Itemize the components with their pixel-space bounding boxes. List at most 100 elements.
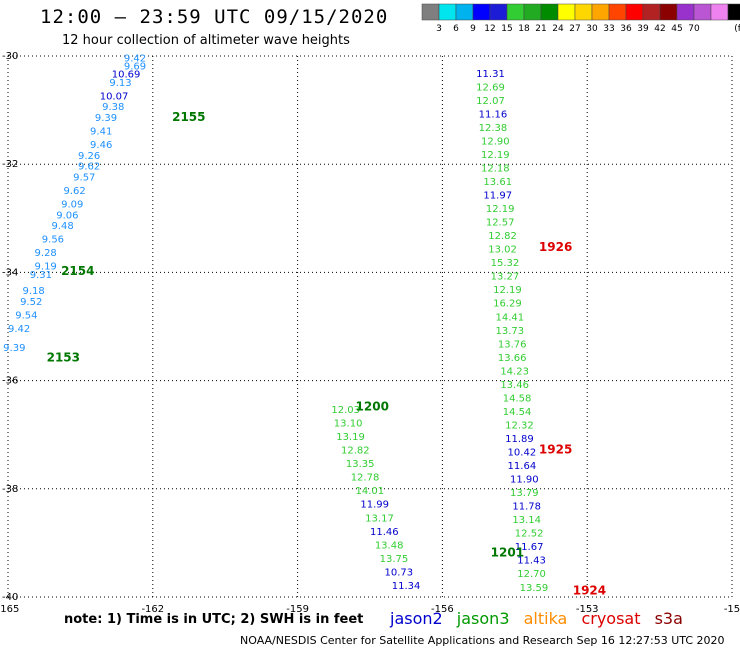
wave-height-label: 11.89	[505, 434, 534, 445]
scale-swatch	[659, 3, 678, 21]
wave-height-label: 9.46	[90, 140, 112, 151]
wave-height-label: 14.01	[356, 486, 385, 497]
scale-label: 45	[671, 24, 682, 34]
y-tick-label: -34	[2, 267, 18, 278]
wave-height-label: 11.43	[517, 556, 546, 567]
pass-time-label: 1926	[539, 240, 572, 254]
wave-height-label: 13.19	[336, 432, 365, 443]
wave-height-label: 12.03	[331, 405, 360, 416]
scale-label: 24	[552, 24, 564, 34]
x-tick-label: -162	[141, 604, 164, 615]
scale-swatch	[472, 3, 491, 21]
wave-height-label: 14.58	[503, 393, 532, 404]
chart-title: 12:00 – 23:59 UTC 09/15/2020	[40, 6, 389, 28]
wave-height-label: 9.62	[78, 162, 100, 173]
wave-height-label: 9.09	[61, 199, 83, 210]
wave-height-label: 14.54	[503, 407, 532, 418]
scale-swatch	[625, 3, 644, 21]
wave-height-label: 11.67	[515, 542, 544, 553]
y-tick-label: -36	[2, 376, 18, 387]
wave-height-label: 9.18	[22, 286, 44, 297]
wave-height-label: 11.97	[483, 191, 512, 202]
wave-height-label: 12.07	[476, 96, 505, 107]
wave-height-label: 9.31	[30, 270, 52, 281]
pass-time-label: 1924	[573, 583, 606, 597]
mission-jason3: jason3	[456, 609, 510, 628]
scale-label: 36	[620, 24, 632, 34]
wave-height-label: 11.99	[360, 500, 389, 511]
pass-time-label: 2153	[47, 351, 80, 365]
scale-label: 39	[637, 24, 649, 34]
wave-height-label: 10.73	[384, 567, 413, 578]
scale-swatch	[506, 3, 525, 21]
scale-swatch	[523, 3, 542, 21]
wave-height-label: 9.48	[51, 221, 73, 232]
chart-subtitle: 12 hour collection of altimeter wave hei…	[62, 33, 350, 48]
wave-height-label: 13.14	[512, 515, 541, 526]
x-tick-label: -165	[0, 604, 19, 615]
wave-height-label: 12.38	[479, 123, 508, 134]
x-tick-label: -159	[286, 604, 309, 615]
wave-height-label: 11.16	[479, 109, 508, 120]
credit-text: NOAA/NESDIS Center for Satellite Applica…	[240, 634, 725, 647]
scale-swatch	[727, 3, 740, 21]
wave-height-label: 9.38	[102, 102, 124, 113]
wave-height-label: 10.69	[112, 70, 141, 81]
wave-height-label: 9.06	[56, 210, 78, 221]
scale-label: 33	[603, 24, 614, 34]
wave-height-label: 14.23	[500, 366, 529, 377]
wave-height-label: 12.57	[486, 218, 515, 229]
x-tick-label: -153	[576, 604, 599, 615]
wave-height-label: 13.17	[365, 513, 394, 524]
y-tick-label: -38	[2, 484, 18, 495]
wave-height-label: 11.78	[512, 502, 541, 513]
mission-jason2: jason2	[390, 609, 443, 628]
wave-height-label: 12.90	[481, 136, 510, 147]
wave-height-label: 15.32	[491, 258, 520, 269]
scale-swatch	[676, 3, 695, 21]
scale-swatch	[489, 3, 508, 21]
scale-label: 18	[518, 24, 530, 34]
x-tick-label: -15	[724, 604, 740, 615]
wave-height-label: 9.57	[73, 172, 95, 183]
scale-unit: (ft)	[734, 24, 740, 34]
wave-height-label: 14.41	[495, 312, 524, 323]
wave-height-label: 9.28	[35, 248, 57, 259]
wave-height-label: 12.78	[351, 473, 380, 484]
wave-height-label: 12.19	[486, 204, 515, 215]
pass-time-label: 1201	[491, 545, 524, 559]
wave-height-label: 12.32	[505, 420, 534, 431]
pass-time-label: 1200	[356, 399, 389, 413]
wave-height-label: 12.70	[517, 569, 546, 580]
wave-height-label: 9.41	[90, 126, 112, 137]
wave-height-label: 9.52	[20, 297, 42, 308]
wave-height-label: 9.62	[64, 186, 86, 197]
wave-height-label: 12.82	[341, 446, 370, 457]
wave-height-label: 9.39	[95, 113, 117, 124]
scale-swatch	[693, 3, 712, 21]
scale-label: 9	[470, 24, 476, 34]
scale-swatch	[421, 3, 440, 21]
scale-swatch	[455, 3, 474, 21]
wave-height-label: 13.10	[334, 419, 363, 430]
wave-height-label: 11.34	[392, 581, 421, 592]
mission-s3a: s3a	[654, 609, 683, 628]
wave-height-label: 13.73	[495, 326, 524, 337]
wave-height-label: 9.13	[109, 78, 131, 89]
scale-label: 3	[436, 24, 442, 34]
note-text: note: 1) Time is in UTC; 2) SWH is in fe…	[64, 612, 364, 627]
scale-label: 6	[453, 24, 459, 34]
wave-height-label: 13.76	[498, 339, 527, 350]
scale-swatch	[557, 3, 576, 21]
wave-height-label: 10.07	[100, 91, 129, 102]
wave-height-label: 13.35	[346, 459, 375, 470]
wave-height-label: 10.42	[508, 448, 537, 459]
scale-label: 27	[569, 24, 580, 34]
scale-label: 30	[586, 24, 598, 34]
wave-height-label: 12.82	[488, 231, 517, 242]
scale-swatch	[710, 3, 729, 21]
y-tick-label: -32	[2, 159, 18, 170]
wave-height-label: 13.27	[491, 272, 520, 283]
wave-height-label: 13.59	[520, 583, 549, 594]
scale-swatch	[540, 3, 559, 21]
